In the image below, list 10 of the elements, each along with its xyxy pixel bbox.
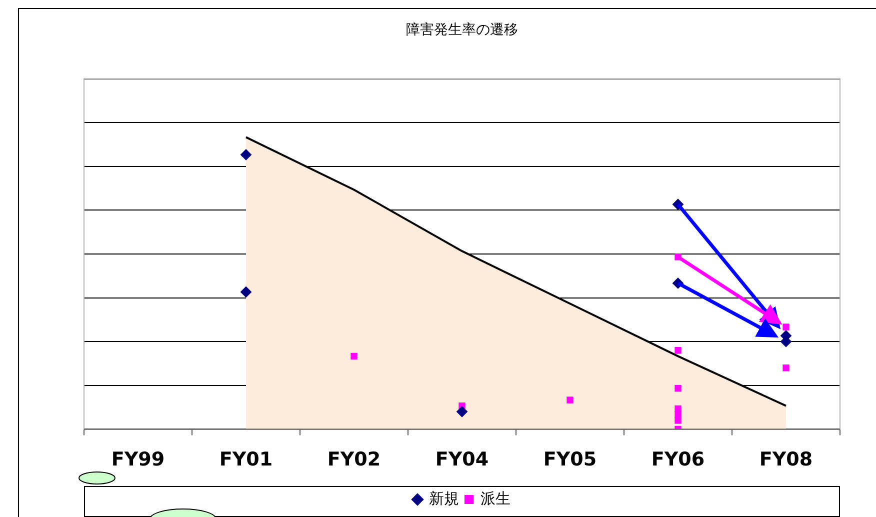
x-tick-label: FY05	[543, 448, 597, 471]
x-tick-label: FY02	[327, 448, 381, 471]
legend-label: 派生	[480, 489, 510, 508]
x-tick-label: FY08	[759, 448, 813, 471]
x-tick-label: FY06	[651, 448, 705, 471]
chart-title: 障害発生率の遷移	[406, 22, 518, 38]
legend-label: 新規	[429, 489, 459, 508]
x-tick-label: FY04	[435, 448, 489, 471]
x-tick-label: FY99	[111, 448, 165, 471]
x-tick-label: FY01	[219, 448, 273, 471]
